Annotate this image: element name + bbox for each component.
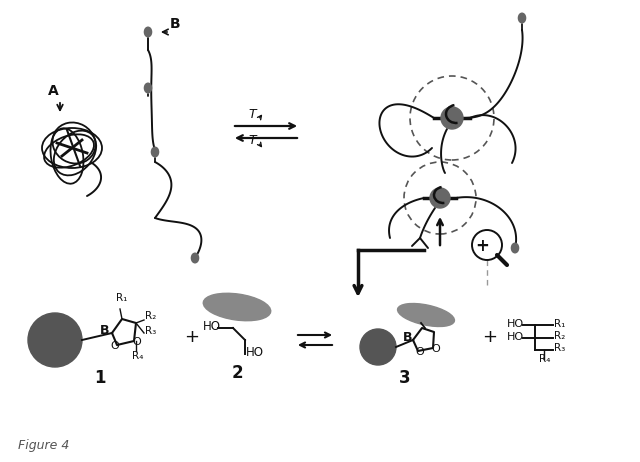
Text: O: O	[415, 347, 424, 357]
Text: O: O	[132, 337, 141, 347]
Text: B: B	[170, 17, 180, 31]
Ellipse shape	[511, 243, 518, 253]
Text: +: +	[483, 328, 497, 346]
Text: R₄: R₄	[132, 351, 143, 361]
Ellipse shape	[145, 83, 152, 93]
Text: R₂: R₂	[145, 311, 156, 321]
Ellipse shape	[145, 27, 152, 37]
Text: +: +	[475, 237, 489, 255]
Text: 1: 1	[94, 369, 106, 387]
Text: R₁: R₁	[116, 293, 127, 303]
Text: 3: 3	[399, 369, 411, 387]
Text: O: O	[431, 344, 440, 354]
Ellipse shape	[191, 253, 198, 263]
Text: T: T	[248, 108, 255, 121]
Text: A: A	[48, 84, 59, 98]
Ellipse shape	[204, 293, 271, 321]
Text: HO: HO	[246, 346, 264, 359]
Text: R₁: R₁	[554, 319, 565, 329]
Text: T: T	[248, 134, 255, 147]
Text: B: B	[403, 331, 413, 344]
Circle shape	[441, 107, 463, 129]
Text: R₄: R₄	[539, 354, 550, 364]
Circle shape	[430, 188, 450, 208]
Text: B: B	[100, 324, 109, 337]
Text: HO: HO	[507, 332, 524, 342]
Text: 2: 2	[231, 364, 243, 382]
Text: +: +	[184, 328, 200, 346]
Text: HO: HO	[507, 319, 524, 329]
Ellipse shape	[518, 13, 525, 23]
Text: O: O	[110, 341, 119, 351]
Text: R₃: R₃	[145, 326, 156, 336]
Text: HO: HO	[203, 320, 221, 333]
Circle shape	[360, 329, 396, 365]
Text: R₂: R₂	[554, 331, 565, 341]
Ellipse shape	[397, 304, 454, 327]
Text: Figure 4: Figure 4	[18, 439, 69, 452]
Ellipse shape	[152, 147, 159, 157]
Circle shape	[28, 313, 82, 367]
Text: R₃: R₃	[554, 343, 565, 353]
